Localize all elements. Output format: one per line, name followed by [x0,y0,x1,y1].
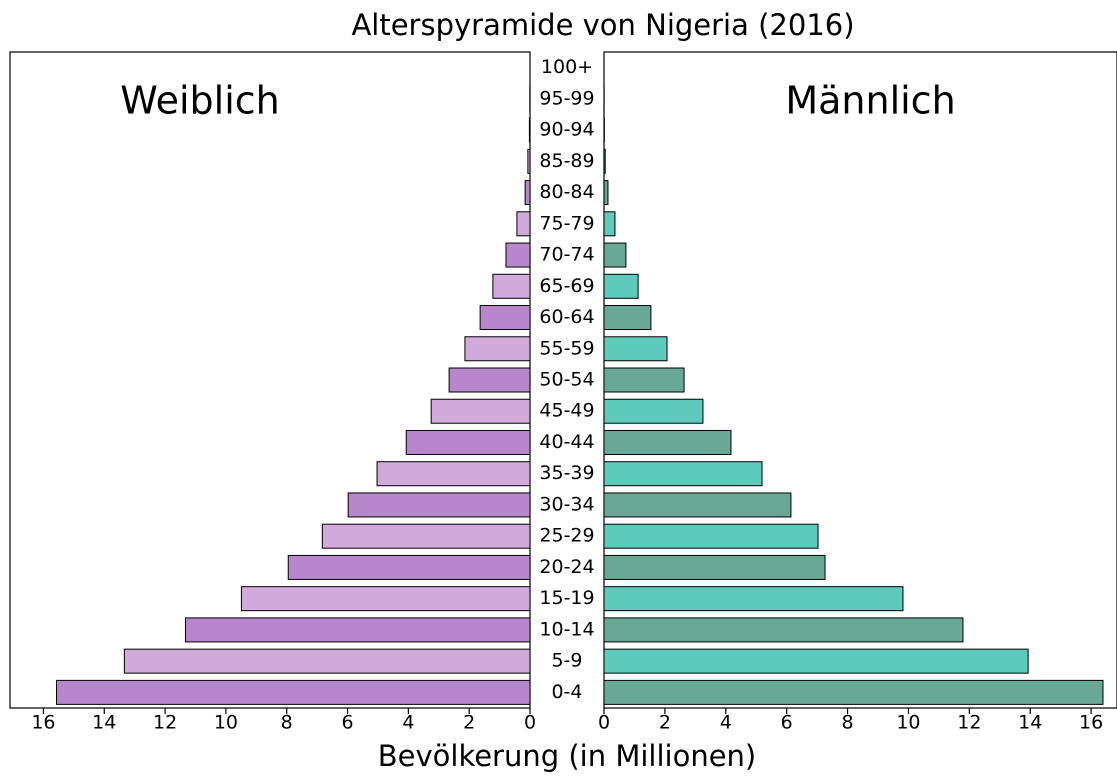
bar [184,617,531,643]
x-tick-label: 2 [463,712,475,734]
category-label: 55-59 [539,337,594,359]
x-tick-label: 4 [402,712,414,734]
bar [56,679,531,705]
bar [516,211,531,237]
category-label: 30-34 [539,493,594,515]
bar [479,305,531,331]
x-tick-label: 6 [781,712,793,734]
x-tick-label: 2 [659,712,671,734]
category-label: 5-9 [551,650,582,672]
series-label: Männlich [785,79,955,123]
x-tick-label: 10 [896,712,920,734]
x-tick-label: 8 [842,712,854,734]
bar [603,273,639,299]
x-tick-label: 10 [214,712,238,734]
category-label: 75-79 [539,212,594,234]
x-tick-label: 0 [524,712,536,734]
category-label: 35-39 [539,462,594,484]
bar [603,648,1029,674]
bar [603,242,627,268]
bar [603,461,763,487]
bar [405,429,531,455]
bar [603,336,668,362]
bar [430,398,531,424]
x-tick-label: 8 [281,712,293,734]
x-tick-label: 16 [31,712,55,734]
category-label: 50-54 [539,369,594,391]
bar [527,148,531,174]
bar [464,336,531,362]
bar [603,429,732,455]
bar [603,398,704,424]
bar [492,273,531,299]
bar [505,242,531,268]
x-tick-label: 0 [598,712,610,734]
category-label: 40-44 [539,431,594,453]
x-tick-label: 4 [720,712,732,734]
x-axis-label: Bevölkerung (in Millionen) [378,739,757,773]
bar [524,180,531,206]
category-label: 95-99 [539,87,594,109]
bar [603,148,606,174]
bar [321,523,531,549]
bar [240,586,531,612]
x-tick-label: 12 [153,712,177,734]
x-tick-label: 14 [1018,712,1042,734]
category-label: 20-24 [539,556,594,578]
x-tick-label: 14 [92,712,116,734]
bar [603,617,964,643]
bar [603,492,792,518]
category-label: 60-64 [539,306,594,328]
category-label: 100+ [541,56,593,78]
bar [603,523,819,549]
bar [347,492,531,518]
bar [603,211,616,237]
x-tick-label: 12 [957,712,981,734]
bar [448,367,531,393]
bar [603,586,904,612]
bar [287,554,531,580]
category-label: 90-94 [539,119,594,141]
category-label: 25-29 [539,525,594,547]
category-label: 0-4 [551,681,582,703]
x-tick-label: 16 [1079,712,1103,734]
bar [603,367,685,393]
bar [603,180,609,206]
category-label: 70-74 [539,244,594,266]
category-label: 85-89 [539,150,594,172]
x-tick-label: 6 [341,712,353,734]
category-label: 45-49 [539,400,594,422]
category-label: 15-19 [539,587,594,609]
category-label: 80-84 [539,181,594,203]
series-label: Weiblich [120,79,280,123]
bar [603,554,826,580]
category-label: 65-69 [539,275,594,297]
bar [123,648,531,674]
bar [603,679,1104,705]
category-label: 10-14 [539,618,594,640]
bar [603,305,652,331]
bar [528,117,531,143]
chart-title: Alterspyramide von Nigeria (2016) [351,8,854,42]
bar [376,461,531,487]
